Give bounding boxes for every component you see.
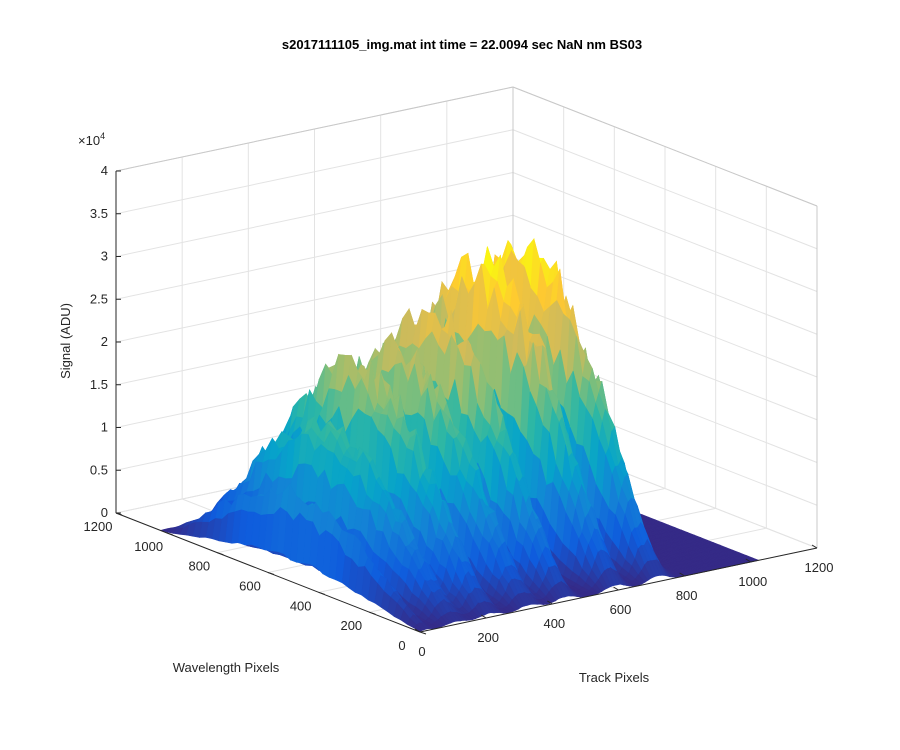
z-tick-label: 4 <box>101 163 108 178</box>
box-edge <box>115 86 514 172</box>
grid-line <box>115 214 514 300</box>
z-tick-label: 3.5 <box>90 206 108 221</box>
x-tick-label: 0 <box>418 644 425 659</box>
z-tick-label: 2 <box>101 334 108 349</box>
y-tick-label: 800 <box>188 559 210 574</box>
z-tick-label: 1 <box>101 420 108 435</box>
y-tick-label: 1200 <box>84 519 113 534</box>
grid-line <box>512 129 818 250</box>
x-tick-label: 200 <box>477 630 499 645</box>
grid-line <box>512 172 818 292</box>
surface-mesh <box>160 237 760 632</box>
grid-line <box>512 257 818 378</box>
y-axis-label: Wavelength Pixels <box>173 660 280 675</box>
y-tick-label: 600 <box>239 579 261 594</box>
grid-line <box>115 172 514 257</box>
grid-line <box>512 214 818 335</box>
z-tick-label: 0.5 <box>90 462 108 477</box>
x-tick-label: 1000 <box>738 574 767 589</box>
x-axis-label: Track Pixels <box>579 670 650 685</box>
y-tick-label: 400 <box>290 598 312 613</box>
x-tick-label: 800 <box>676 588 698 603</box>
z-tick-label: 0 <box>101 505 108 520</box>
z-exponent-label: ×104 <box>78 131 105 148</box>
x-tick-label: 400 <box>543 616 565 631</box>
z-tick-label: 1.5 <box>90 377 108 392</box>
grid-line <box>115 129 514 215</box>
y-tick-label: 1000 <box>134 539 163 554</box>
chart-title: s2017111105_img.mat int time = 22.0094 s… <box>282 37 642 52</box>
x-tick-label: 1200 <box>805 560 834 575</box>
z-axis-label: Signal (ADU) <box>58 303 73 379</box>
z-tick-label: 2.5 <box>90 291 108 306</box>
grid-line <box>115 257 514 343</box>
z-exponent-power: 4 <box>100 131 105 141</box>
z-tick-label: 3 <box>101 249 108 264</box>
y-tick-label: 0 <box>398 638 405 653</box>
y-tick-mark <box>419 631 427 635</box>
box-edge <box>512 86 818 207</box>
x-tick-label: 600 <box>610 602 632 617</box>
z-exponent-base: ×10 <box>78 133 100 148</box>
y-tick-label: 200 <box>340 618 362 633</box>
